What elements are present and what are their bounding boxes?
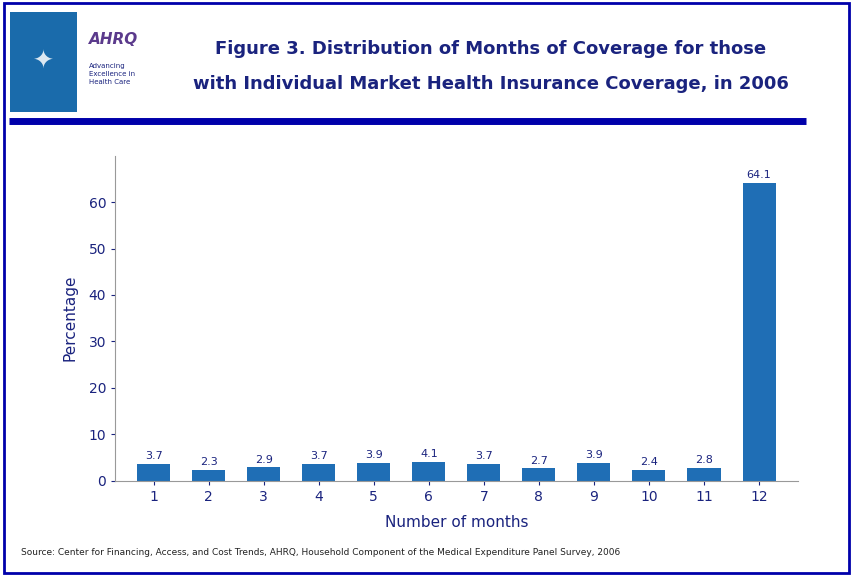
- Text: 3.7: 3.7: [309, 451, 327, 461]
- Text: 4.1: 4.1: [419, 449, 437, 459]
- Text: 2.8: 2.8: [694, 455, 712, 465]
- Bar: [467, 464, 500, 481]
- FancyBboxPatch shape: [77, 12, 168, 112]
- Bar: [357, 463, 390, 481]
- Text: with Individual Market Health Insurance Coverage, in 2006: with Individual Market Health Insurance …: [193, 74, 787, 93]
- Text: 3.7: 3.7: [475, 451, 492, 461]
- Bar: [192, 470, 225, 481]
- Text: AHRQ: AHRQ: [89, 32, 138, 47]
- Bar: [137, 464, 170, 481]
- Bar: [741, 183, 774, 481]
- Bar: [631, 470, 665, 481]
- Text: 3.9: 3.9: [365, 450, 383, 460]
- X-axis label: Number of months: Number of months: [384, 515, 527, 530]
- Text: Advancing
Excellence in
Health Care: Advancing Excellence in Health Care: [89, 63, 135, 85]
- Bar: [687, 468, 720, 481]
- Text: 2.3: 2.3: [199, 457, 217, 468]
- Bar: [521, 468, 555, 481]
- Text: 64.1: 64.1: [746, 170, 770, 180]
- Bar: [247, 468, 280, 481]
- Bar: [412, 462, 445, 481]
- Text: Source: Center for Financing, Access, and Cost Trends, AHRQ, Household Component: Source: Center for Financing, Access, an…: [21, 548, 620, 558]
- Text: 3.9: 3.9: [584, 450, 602, 460]
- Text: Figure 3. Distribution of Months of Coverage for those: Figure 3. Distribution of Months of Cove…: [215, 40, 765, 58]
- Text: 2.9: 2.9: [255, 454, 273, 465]
- Bar: [577, 463, 610, 481]
- Bar: [302, 464, 335, 481]
- Text: ✦: ✦: [33, 50, 54, 74]
- Text: 2.4: 2.4: [639, 457, 657, 467]
- Text: 2.7: 2.7: [529, 456, 547, 465]
- Y-axis label: Percentage: Percentage: [62, 275, 78, 362]
- Text: 3.7: 3.7: [145, 451, 163, 461]
- FancyBboxPatch shape: [10, 12, 77, 112]
